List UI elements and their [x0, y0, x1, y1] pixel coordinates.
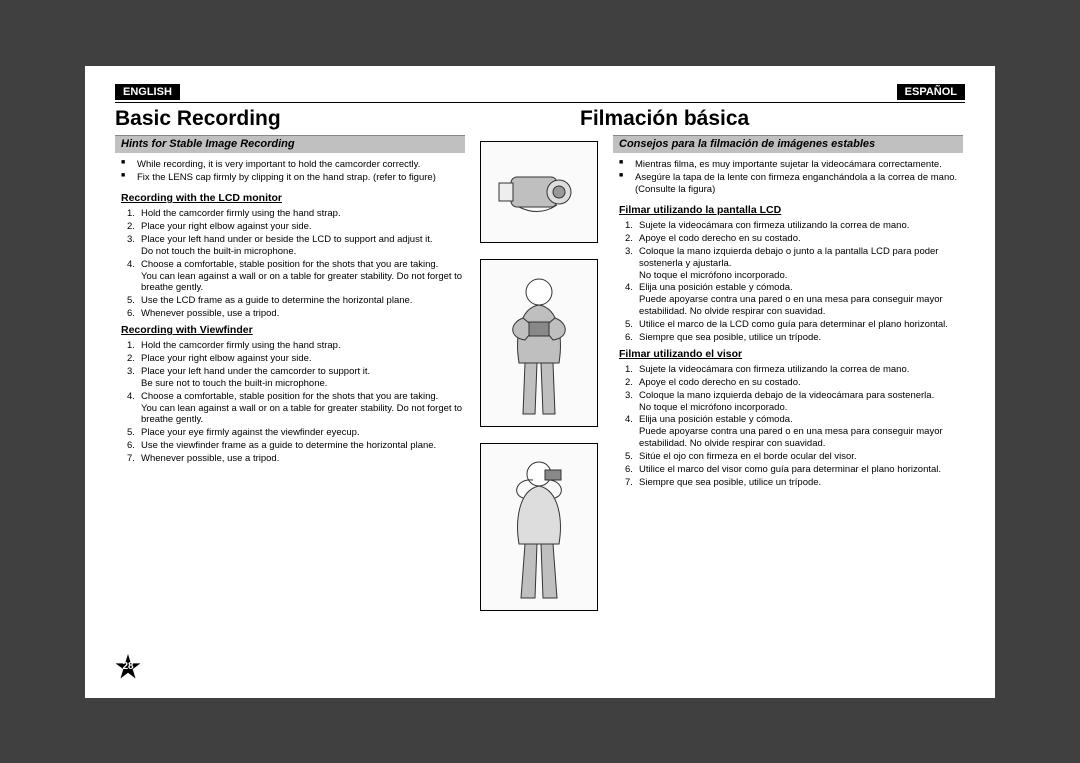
list-item: Sujete la videocámara con firmeza utiliz… [625, 364, 963, 376]
sec1-list-es: Sujete la videocámara con firmeza utiliz… [613, 220, 963, 344]
list-item: Coloque la mano izquierda debajo de la v… [625, 390, 963, 414]
illustration-lcd-pose [480, 259, 598, 427]
list-item: Whenever possible, use a tripod. [127, 453, 465, 465]
top-rule [115, 102, 965, 103]
column-english: Hints for Stable Image Recording While r… [115, 135, 465, 611]
column-spanish: Consejos para la filmación de imágenes e… [613, 135, 963, 611]
list-item: Place your left hand under or beside the… [127, 234, 465, 258]
list-item: Use the viewfinder frame as a guide to d… [127, 440, 465, 452]
list-item: Hold the camcorder firmly using the hand… [127, 208, 465, 220]
content-row: Hints for Stable Image Recording While r… [115, 135, 965, 611]
manual-page: ENGLISH ESPAÑOL Basic Recording Filmació… [85, 66, 995, 698]
language-bar: ENGLISH ESPAÑOL [115, 84, 965, 100]
list-item: Elija una posición estable y cómoda.Pued… [625, 282, 963, 318]
list-item: Siempre que sea posible, utilice un tríp… [625, 477, 963, 489]
title-spanish: Filmación básica [580, 107, 965, 131]
illustration-viewfinder-pose [480, 443, 598, 611]
list-item: Apoye el codo derecho en su costado. [625, 377, 963, 389]
person-lcd-icon [489, 268, 589, 418]
subheading-es: Consejos para la filmación de imágenes e… [613, 135, 963, 154]
bullet: Fix the LENS cap firmly by clipping it o… [127, 172, 465, 184]
person-viewfinder-icon [489, 452, 589, 602]
list-item: Siempre que sea posible, utilice un tríp… [625, 332, 963, 344]
illustration-column [479, 135, 599, 611]
list-item: Sujete la videocámara con firmeza utiliz… [625, 220, 963, 232]
lang-tag-english: ENGLISH [115, 84, 180, 100]
title-row: Basic Recording Filmación básica [115, 107, 965, 131]
list-item: Choose a comfortable, stable position fo… [127, 259, 465, 295]
bullet: Mientras filma, es muy importante sujeta… [625, 159, 963, 171]
list-item: Place your right elbow against your side… [127, 221, 465, 233]
list-item: Coloque la mano izquierda debajo o junto… [625, 246, 963, 282]
sec1-list-en: Hold the camcorder firmly using the hand… [115, 208, 465, 320]
sec2-list-en: Hold the camcorder firmly using the hand… [115, 340, 465, 465]
intro-bullets-es: Mientras filma, es muy importante sujeta… [613, 159, 963, 196]
camcorder-icon [489, 157, 589, 227]
sec1-heading-es: Filmar utilizando la pantalla LCD [619, 204, 963, 217]
list-item: Sitúe el ojo con firmeza en el borde ocu… [625, 451, 963, 463]
list-item: Utilice el marco de la LCD como guía par… [625, 319, 963, 331]
list-item: Choose a comfortable, stable position fo… [127, 391, 465, 427]
list-item: Place your left hand under the camcorder… [127, 366, 465, 390]
subheading-en: Hints for Stable Image Recording [115, 135, 465, 154]
title-english: Basic Recording [115, 107, 540, 131]
bullet: Asegúre la tapa de la lente con firmeza … [625, 172, 963, 196]
lang-tag-spanish: ESPAÑOL [897, 84, 965, 100]
list-item: Place your right elbow against your side… [127, 353, 465, 365]
list-item: Place your eye firmly against the viewfi… [127, 427, 465, 439]
list-item: Apoye el codo derecho en su costado. [625, 233, 963, 245]
sec2-heading-en: Recording with Viewfinder [121, 324, 465, 337]
sec2-heading-es: Filmar utilizando el visor [619, 348, 963, 361]
intro-bullets-en: While recording, it is very important to… [115, 159, 465, 184]
list-item: Hold the camcorder firmly using the hand… [127, 340, 465, 352]
sec2-list-es: Sujete la videocámara con firmeza utiliz… [613, 364, 963, 489]
list-item: Utilice el marco del visor como guía par… [625, 464, 963, 476]
list-item: Use the LCD frame as a guide to determin… [127, 295, 465, 307]
illustration-camcorder [480, 141, 598, 243]
list-item: Whenever possible, use a tripod. [127, 308, 465, 320]
bullet: While recording, it is very important to… [127, 159, 465, 171]
page-number-badge: 28 [115, 654, 141, 680]
list-item: Elija una posición estable y cómoda.Pued… [625, 414, 963, 450]
sec1-heading-en: Recording with the LCD monitor [121, 192, 465, 205]
